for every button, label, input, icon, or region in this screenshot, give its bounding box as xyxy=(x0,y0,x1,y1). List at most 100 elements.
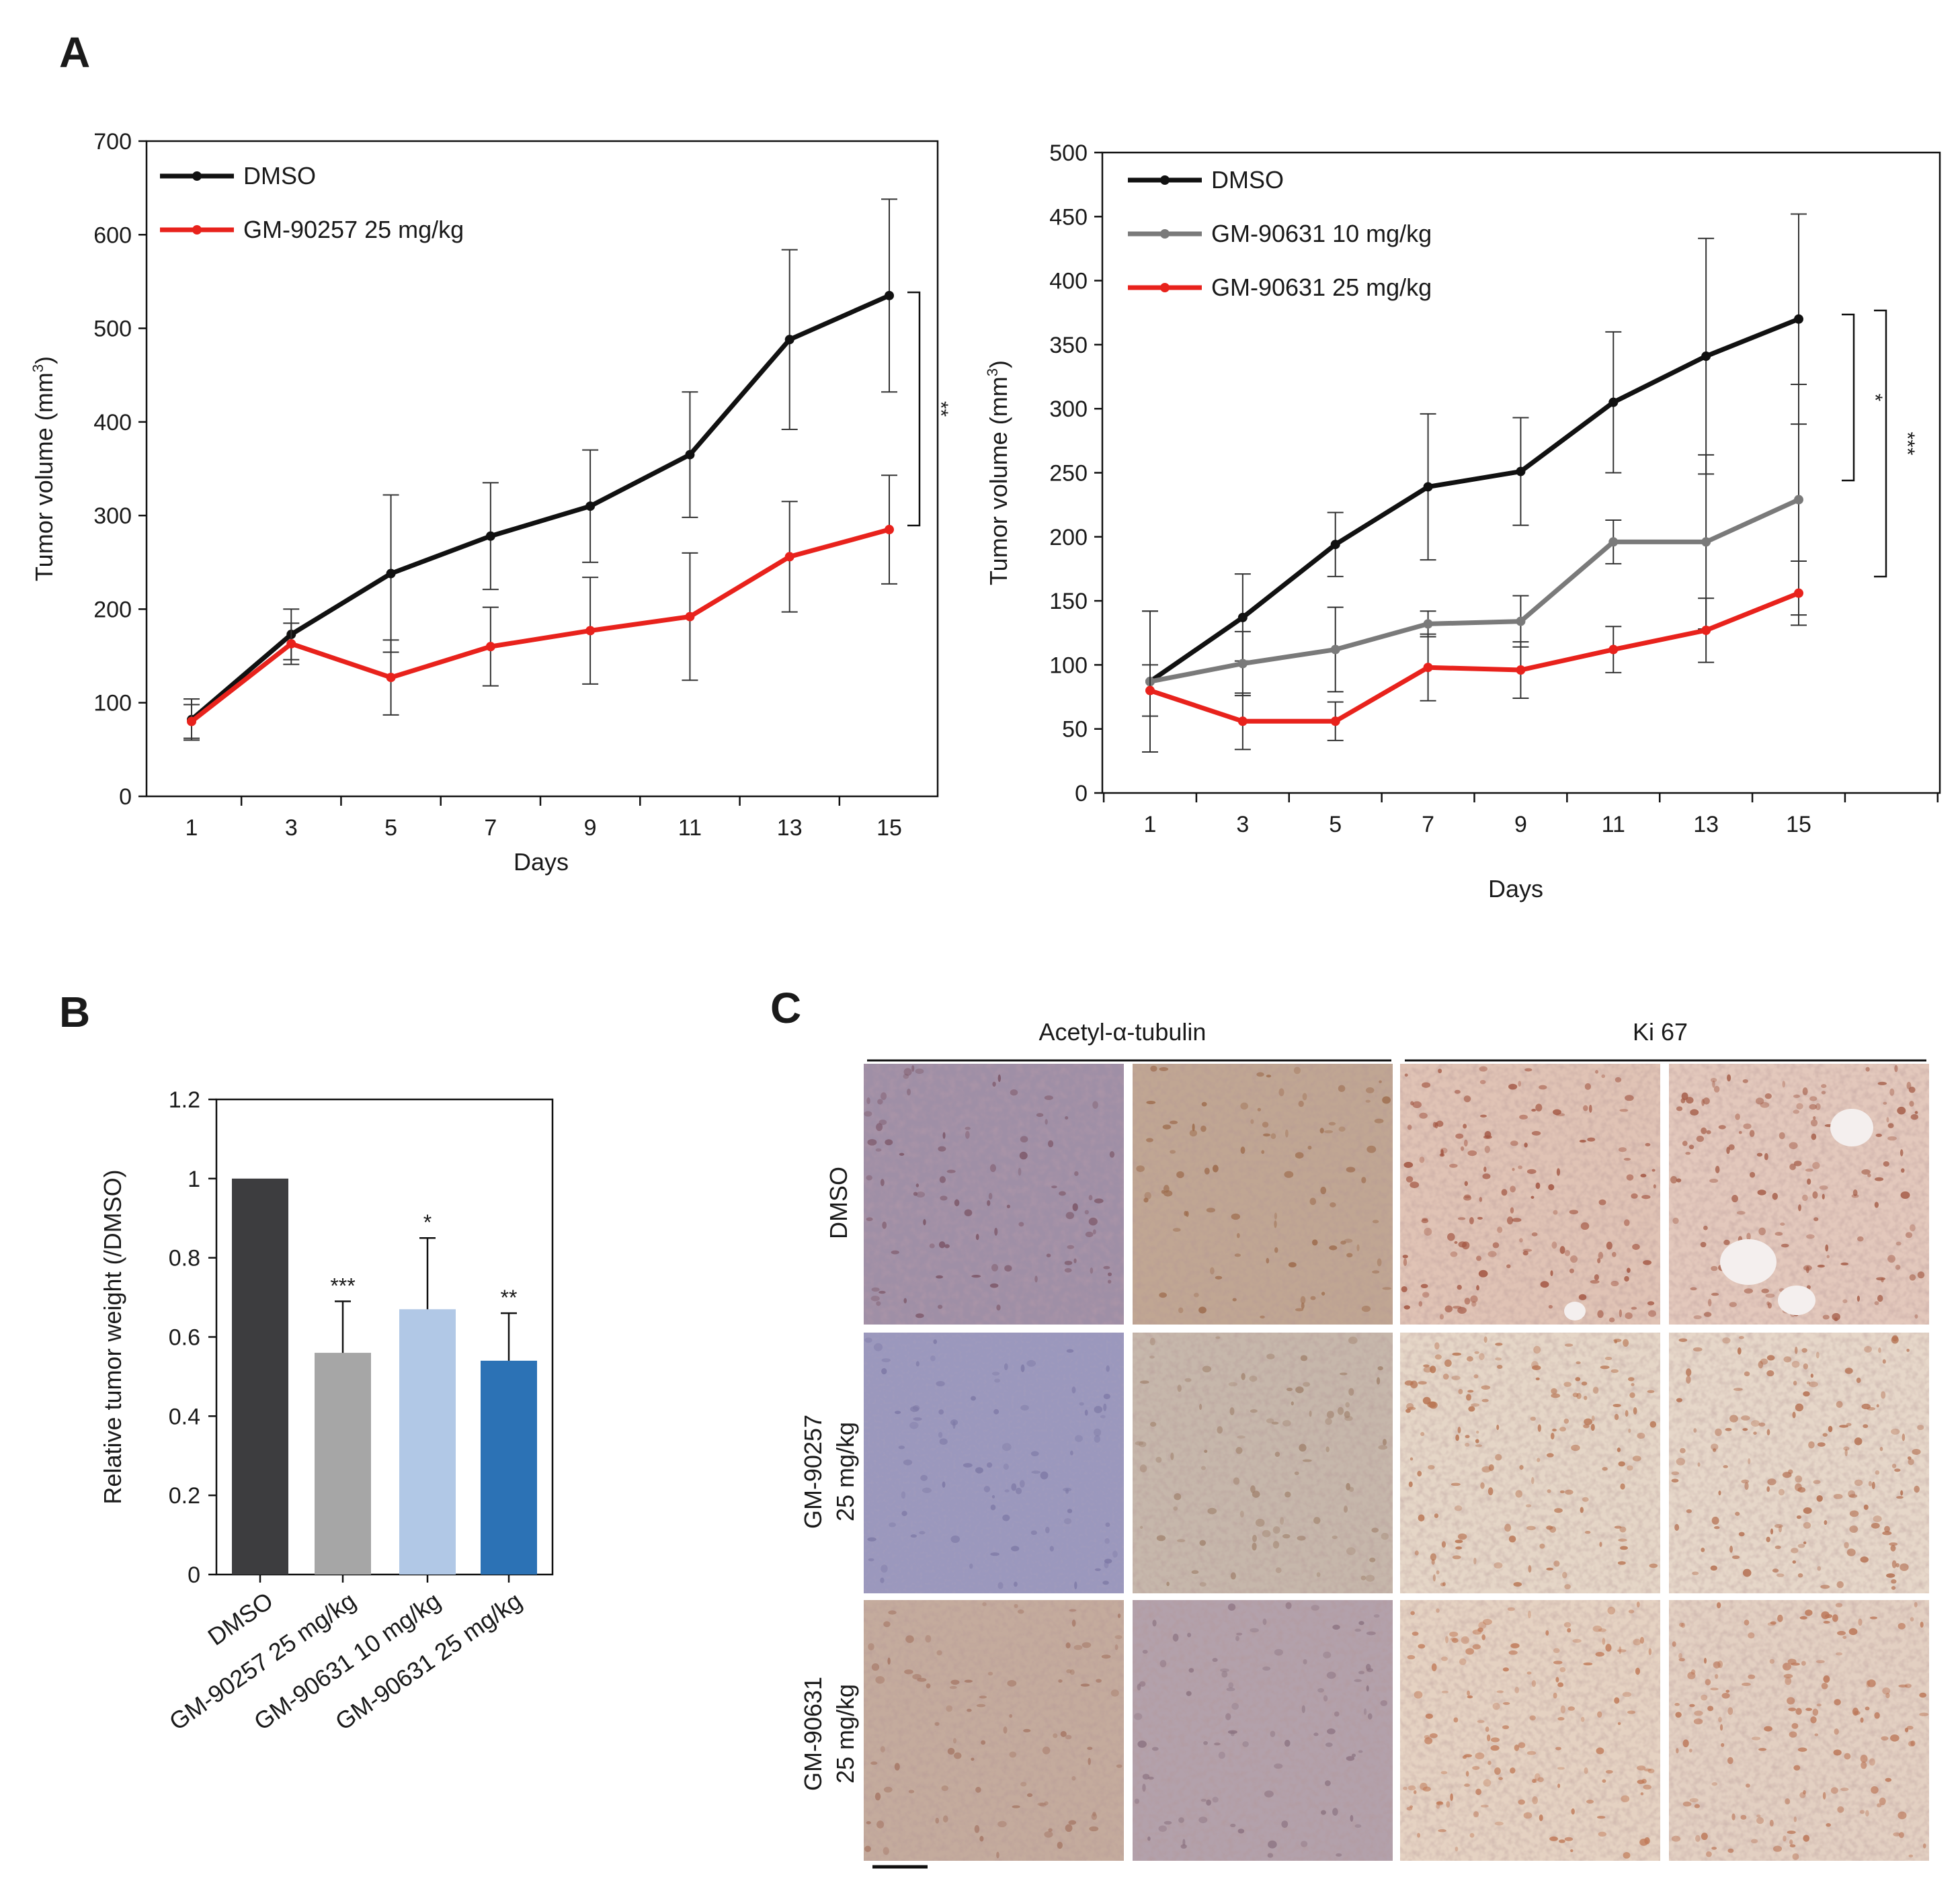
stained-cell xyxy=(1087,1747,1093,1750)
stained-cell xyxy=(1334,1711,1340,1717)
stained-cell xyxy=(1675,1712,1682,1718)
data-point xyxy=(1794,495,1803,505)
stained-cell xyxy=(952,1738,957,1744)
stained-cell xyxy=(1149,1355,1155,1359)
stained-cell xyxy=(1252,1534,1257,1542)
stained-cell xyxy=(1497,1226,1503,1233)
stained-cell xyxy=(1420,1431,1425,1436)
stained-cell xyxy=(1601,1074,1606,1079)
stained-cell xyxy=(936,1275,944,1279)
stained-cell xyxy=(1863,1504,1869,1510)
stained-cell xyxy=(866,1097,870,1105)
data-point xyxy=(1237,716,1248,726)
x-tick-label: 5 xyxy=(384,815,397,841)
stained-cell xyxy=(1891,1579,1897,1584)
stained-cell xyxy=(1198,1404,1202,1411)
stained-cell xyxy=(1319,1128,1324,1134)
stained-cell xyxy=(1372,1220,1379,1224)
stained-cell xyxy=(1567,1706,1576,1711)
stained-cell xyxy=(1587,1137,1596,1142)
y-axis-label: Relative tumor weight (/DMSO) xyxy=(99,1169,126,1504)
stained-cell xyxy=(1887,1255,1895,1263)
stained-cell xyxy=(997,1074,1002,1083)
legend-marker xyxy=(1160,283,1170,292)
stained-cell xyxy=(1350,1814,1354,1822)
stained-cell xyxy=(1615,1077,1622,1083)
stained-cell xyxy=(1184,1210,1188,1216)
stained-cell xyxy=(1418,1301,1423,1307)
stained-cell xyxy=(1404,1380,1414,1386)
stained-cell xyxy=(1637,1779,1645,1784)
stained-cell xyxy=(1494,1562,1503,1569)
stained-cell xyxy=(1262,1618,1267,1626)
stained-cell xyxy=(1882,1359,1886,1364)
stained-cell xyxy=(1381,1533,1389,1540)
stained-cell xyxy=(1614,1697,1620,1704)
stained-cell xyxy=(1721,1693,1730,1699)
stained-cell xyxy=(1791,1360,1800,1368)
stained-cell xyxy=(1204,1167,1210,1175)
stained-cell xyxy=(1152,1620,1157,1627)
stained-cell xyxy=(1803,1363,1809,1370)
stained-cell xyxy=(1358,1750,1363,1753)
stained-cell xyxy=(1256,1072,1264,1077)
stained-cell xyxy=(1159,1660,1167,1668)
stained-cell xyxy=(1144,1191,1151,1200)
stained-cell xyxy=(1789,1839,1793,1845)
stained-cell xyxy=(1648,1310,1657,1317)
stained-cell xyxy=(1518,1165,1522,1169)
stained-cell xyxy=(1782,1663,1791,1671)
stained-cell xyxy=(1635,1667,1641,1675)
stained-cell xyxy=(1550,1432,1555,1440)
stained-cell xyxy=(1156,1535,1166,1542)
stained-cell xyxy=(1423,1366,1432,1373)
stained-cell xyxy=(1817,1264,1825,1268)
stained-cell xyxy=(1004,1489,1010,1493)
stained-cell xyxy=(1440,1148,1444,1157)
stained-cell xyxy=(1330,1202,1336,1208)
y-tick-label: 300 xyxy=(1049,396,1088,422)
stained-cell xyxy=(1671,1471,1680,1476)
stained-cell xyxy=(1302,1093,1307,1101)
stained-cell xyxy=(1463,1095,1471,1103)
stained-cell xyxy=(1439,1314,1444,1320)
stained-cell xyxy=(1572,1638,1582,1643)
bar xyxy=(315,1353,371,1575)
stained-cell xyxy=(1627,1710,1636,1714)
stained-cell xyxy=(1207,1507,1217,1515)
stained-cell xyxy=(1531,1130,1541,1136)
data-point xyxy=(1701,625,1711,635)
y-tick-label: 400 xyxy=(1049,269,1088,294)
stained-cell xyxy=(1884,1525,1890,1533)
stained-cell xyxy=(1575,1377,1581,1382)
stained-cell xyxy=(1286,1387,1293,1392)
stained-cell xyxy=(1919,1692,1927,1698)
data-point xyxy=(1794,588,1803,598)
stained-cell xyxy=(1434,1354,1442,1360)
stained-cell xyxy=(1200,1466,1207,1470)
stained-cell xyxy=(1584,1395,1588,1400)
stained-cell xyxy=(1758,1748,1767,1751)
stained-cell xyxy=(1785,1798,1791,1805)
stained-cell xyxy=(1466,1394,1471,1401)
data-point xyxy=(585,501,596,511)
stained-cell xyxy=(1039,1802,1047,1807)
stained-cell xyxy=(1729,1415,1738,1423)
stained-cell xyxy=(1778,1488,1785,1496)
stained-cell xyxy=(1564,1249,1571,1257)
legend-label: GM-90631 10 mg/kg xyxy=(1211,220,1432,247)
stained-cell xyxy=(1460,1146,1465,1151)
x-tick-label: 9 xyxy=(1514,812,1527,837)
stained-cell xyxy=(1907,1456,1912,1460)
stained-cell xyxy=(1354,1679,1362,1683)
stained-cell xyxy=(1686,1368,1692,1376)
stained-cell xyxy=(1858,1618,1863,1626)
stained-cell xyxy=(1212,1796,1219,1803)
stained-cell xyxy=(1531,1108,1537,1112)
stained-cell xyxy=(1465,1771,1469,1777)
stained-cell xyxy=(1821,1084,1827,1089)
stained-cell xyxy=(1058,1679,1063,1683)
stained-cell xyxy=(1718,1491,1721,1496)
stained-cell xyxy=(1274,1247,1278,1253)
